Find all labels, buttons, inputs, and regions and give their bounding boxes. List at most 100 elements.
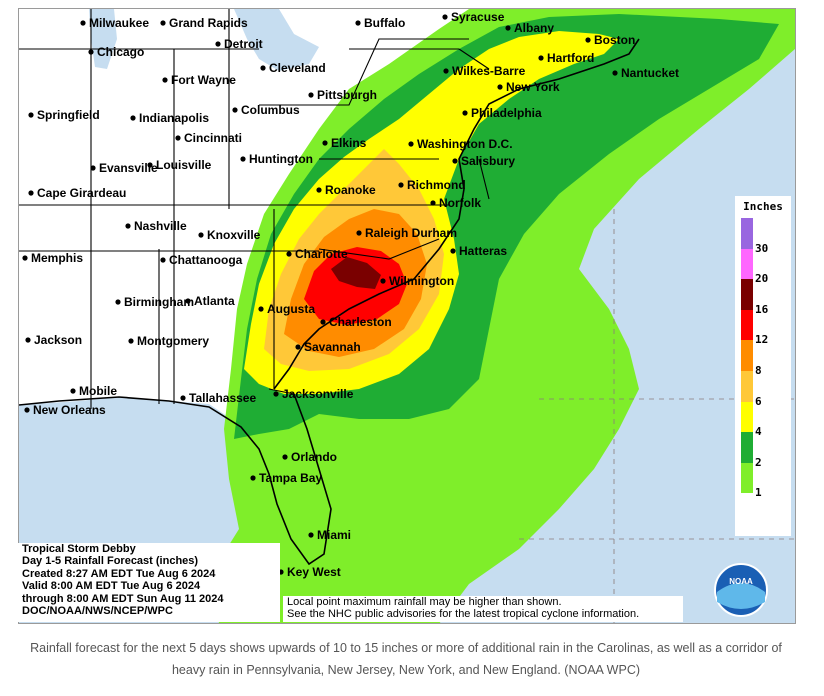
city-label: Atlanta	[194, 294, 235, 308]
city-dot	[322, 140, 328, 146]
city-label: Huntington	[249, 152, 313, 166]
city-dot	[175, 135, 181, 141]
city-dot	[185, 298, 191, 304]
city-dot	[612, 70, 618, 76]
city-label: Nantucket	[621, 66, 679, 80]
city-label: Albany	[514, 21, 554, 35]
legend-swatch	[741, 309, 753, 341]
city-dot	[282, 454, 288, 460]
rainfall-legend: Inches 30 20 16 12 8 6 4 2 1	[735, 196, 791, 536]
legend-swatch	[741, 370, 753, 402]
city-dot	[115, 299, 121, 305]
legend-tick-label: 12	[755, 333, 769, 347]
city-dot	[180, 395, 186, 401]
city-label: Louisville	[156, 158, 212, 172]
city-dot	[90, 165, 96, 171]
city-dot	[308, 92, 314, 98]
city-dot	[452, 158, 458, 164]
city-label: Indianapolis	[139, 111, 209, 125]
city-label: Detroit	[224, 37, 263, 51]
city-dot	[398, 182, 404, 188]
through-time: through 8:00 AM EDT Sun Aug 11 2024	[22, 592, 224, 605]
city-label: Hartford	[547, 51, 594, 65]
city-dot	[450, 248, 456, 254]
city-dot	[240, 156, 246, 162]
city-label: Jacksonville	[282, 387, 354, 401]
city-dot	[308, 532, 314, 538]
city-dot	[380, 278, 386, 284]
city-dot	[260, 65, 266, 71]
legend-title: Inches	[743, 200, 783, 213]
city-label: Memphis	[31, 251, 83, 265]
city-label: Norfolk	[439, 196, 481, 210]
city-label: Augusta	[267, 302, 315, 316]
legend-tick-label: 6	[755, 394, 762, 408]
forecast-info-box: Tropical Storm Debby Day 1-5 Rainfall Fo…	[18, 543, 280, 622]
city-dot	[497, 84, 503, 90]
legend-color-bar	[741, 218, 753, 524]
city-label: Elkins	[331, 136, 367, 150]
storm-name: Tropical Storm Debby	[22, 543, 136, 555]
city-label: Wilmington	[389, 274, 454, 288]
city-label: Fort Wayne	[171, 73, 236, 87]
city-dot	[356, 230, 362, 236]
rainfall-map: Milwaukee Grand Rapids Buffalo Syracuse Alba…	[18, 8, 796, 624]
disclaimer-line-2: See the NHC public advisories for the la…	[287, 608, 640, 620]
city-label: Tampa Bay	[259, 471, 322, 485]
city-dot	[160, 20, 166, 26]
city-dot	[443, 68, 449, 74]
city-markers: Milwaukee Grand Rapids Buffalo Syracuse Alba…	[22, 10, 679, 579]
city-dot	[198, 232, 204, 238]
city-label: Mobile	[79, 384, 117, 398]
city-label: Milwaukee	[89, 16, 149, 30]
city-label: Jackson	[34, 333, 82, 347]
city-label: Hatteras	[459, 244, 507, 258]
city-dot	[316, 187, 322, 193]
city-label: Salisbury	[461, 154, 515, 168]
city-dot	[28, 190, 34, 196]
city-label: Savannah	[304, 340, 361, 354]
city-label: Pittsburgh	[317, 88, 377, 102]
city-label: Key West	[287, 565, 341, 579]
city-dot	[125, 223, 131, 229]
legend-swatch	[741, 218, 753, 249]
city-dot	[320, 319, 326, 325]
noaa-logo: NOAA	[713, 562, 769, 618]
city-dot	[128, 338, 134, 344]
city-label: Evansville	[99, 161, 158, 175]
legend-tick-label: 20	[755, 272, 769, 286]
city-dot	[250, 475, 256, 481]
city-dot	[147, 162, 153, 168]
city-label: Cape Girardeau	[37, 186, 126, 200]
disclaimer-line-1: Local point maximum rainfall may be high…	[287, 596, 562, 608]
city-dot	[215, 41, 221, 47]
city-dot	[295, 344, 301, 350]
city-label: Chicago	[97, 45, 144, 59]
legend-swatch	[741, 279, 753, 310]
city-label: Syracuse	[451, 10, 505, 24]
lake-huron-erie	[234, 9, 319, 71]
legend-swatch	[741, 401, 753, 433]
city-dot	[80, 20, 86, 26]
city-label: Charlotte	[295, 247, 348, 261]
city-label: Boston	[594, 33, 635, 47]
city-label: Tallahassee	[189, 391, 256, 405]
city-dot	[408, 141, 414, 147]
city-label: Miami	[317, 528, 351, 542]
legend-swatch	[741, 462, 753, 494]
svg-text:NOAA: NOAA	[729, 577, 753, 586]
city-label: Cleveland	[269, 61, 326, 75]
valid-time: Valid 8:00 AM EDT Tue Aug 6 2024	[22, 580, 201, 593]
legend-tick-label: 30	[755, 241, 769, 255]
legend-tick-label: 16	[755, 302, 769, 316]
city-dot	[24, 407, 30, 413]
map-canvas: Milwaukee Grand Rapids Buffalo Syracuse Alba…	[19, 9, 795, 623]
legend-swatch	[741, 340, 753, 371]
legend-tick-label: 2	[755, 455, 762, 469]
city-dot	[22, 255, 28, 261]
legend-tick-label: 4	[755, 425, 762, 439]
city-dot	[273, 391, 279, 397]
city-dot	[70, 388, 76, 394]
legend-tick-label: 1	[755, 486, 762, 500]
city-dot	[130, 115, 136, 121]
